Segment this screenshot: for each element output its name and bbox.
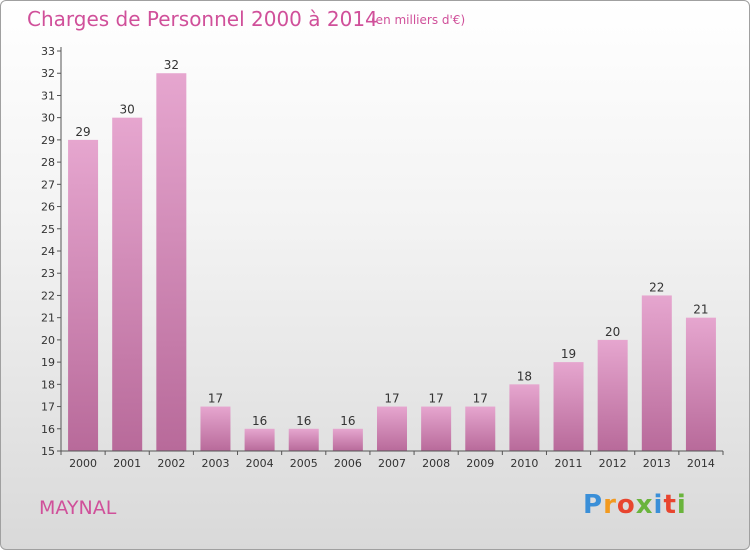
bar xyxy=(465,406,496,451)
bar xyxy=(332,428,363,451)
x-tick-label: 2009 xyxy=(466,457,494,470)
data-label: 16 xyxy=(252,414,267,428)
logo-letter: P xyxy=(583,490,604,520)
x-tick-label: 2004 xyxy=(246,457,274,470)
x-tick-label: 2000 xyxy=(69,457,97,470)
bar xyxy=(112,117,143,452)
x-tick-label: 2010 xyxy=(510,457,538,470)
bar xyxy=(377,406,407,451)
y-tick-label: 24 xyxy=(41,245,55,258)
logo-letter: i xyxy=(676,490,687,520)
y-tick-label: 28 xyxy=(41,156,55,169)
y-tick-label: 33 xyxy=(41,45,55,58)
y-tick-label: 30 xyxy=(41,112,55,125)
x-tick-label: 2008 xyxy=(422,457,450,470)
data-label: 21 xyxy=(693,303,708,317)
y-tick-label: 19 xyxy=(41,356,55,369)
y-tick-label: 22 xyxy=(41,289,55,302)
y-tick-label: 32 xyxy=(41,67,55,80)
bar xyxy=(685,317,716,451)
x-tick-label: 2014 xyxy=(687,457,715,470)
bar xyxy=(200,406,231,451)
x-tick-label: 2006 xyxy=(334,457,362,470)
y-tick-label: 17 xyxy=(41,401,55,414)
y-tick-label: 26 xyxy=(41,201,55,214)
data-label: 16 xyxy=(340,414,355,428)
data-label: 17 xyxy=(473,392,488,406)
x-tick-label: 2012 xyxy=(599,457,627,470)
x-tick-label: 2003 xyxy=(201,457,229,470)
logo-letter: t xyxy=(663,490,677,520)
data-label: 17 xyxy=(384,392,399,406)
logo-letter: o xyxy=(616,490,636,520)
data-label: 17 xyxy=(428,392,443,406)
y-tick-label: 31 xyxy=(41,89,55,102)
y-tick-label: 29 xyxy=(41,134,55,147)
bar xyxy=(421,406,452,451)
logo-letter: r xyxy=(603,490,617,520)
data-label: 19 xyxy=(561,347,576,361)
y-tick-label: 21 xyxy=(41,312,55,325)
commune-name: MAYNAL xyxy=(39,497,117,519)
chart-title: Charges de Personnel 2000 à 2014 xyxy=(27,7,378,31)
x-tick-label: 2007 xyxy=(378,457,406,470)
x-tick-label: 2011 xyxy=(555,457,583,470)
data-label: 29 xyxy=(75,125,90,139)
y-tick-label: 15 xyxy=(41,445,55,458)
bar xyxy=(597,339,628,451)
y-tick-label: 25 xyxy=(41,223,55,236)
y-tick-label: 16 xyxy=(41,423,55,436)
x-tick-label: 2013 xyxy=(643,457,671,470)
y-tick-label: 18 xyxy=(41,378,55,391)
data-label: 32 xyxy=(164,58,179,72)
proxiti-logo: Proxiti xyxy=(583,490,687,520)
x-tick-label: 2002 xyxy=(157,457,185,470)
data-label: 30 xyxy=(120,103,135,117)
chart-subtitle: (en milliers d'€) xyxy=(371,13,466,27)
data-label: 17 xyxy=(208,392,223,406)
data-label: 22 xyxy=(649,280,664,294)
x-tick-label: 2001 xyxy=(113,457,141,470)
logo-letter: i xyxy=(653,490,664,520)
bar xyxy=(68,139,99,451)
bar xyxy=(244,428,275,451)
data-label: 20 xyxy=(605,325,620,339)
bar xyxy=(641,295,672,451)
x-tick-label: 2005 xyxy=(290,457,318,470)
bar xyxy=(288,428,319,451)
y-tick-label: 23 xyxy=(41,267,55,280)
y-tick-label: 27 xyxy=(41,178,55,191)
data-label: 16 xyxy=(296,414,311,428)
bar xyxy=(509,384,540,451)
data-label: 18 xyxy=(517,369,532,383)
bar xyxy=(156,73,187,451)
y-tick-label: 20 xyxy=(41,334,55,347)
bar xyxy=(553,362,584,451)
logo-letter: x xyxy=(635,490,654,520)
